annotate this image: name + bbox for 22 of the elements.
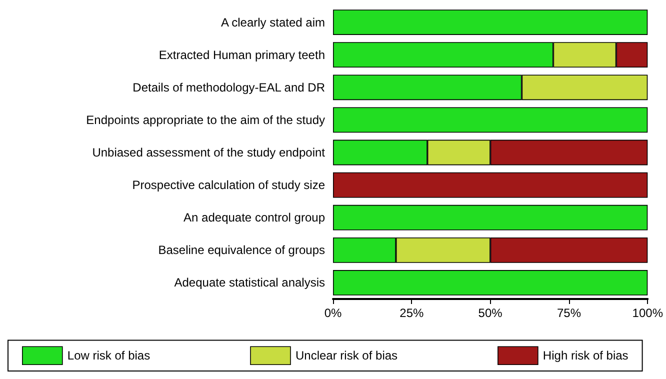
- y-tick-label: Adequate statistical analysis: [174, 276, 325, 290]
- x-tick-label: 75%: [556, 306, 582, 320]
- y-tick-label: Prospective calculation of study size: [132, 178, 326, 192]
- x-tick-label: 0%: [324, 306, 342, 320]
- y-tick-label: Details of methodology-EAL and DR: [132, 80, 326, 94]
- legend-label: High risk of bias: [542, 348, 628, 363]
- x-tick-label: 100%: [632, 306, 664, 320]
- x-tick-label: 50%: [478, 306, 503, 320]
- bar: [333, 10, 648, 35]
- y-tick-label: A clearly stated aim: [220, 15, 325, 30]
- bar: [333, 270, 648, 296]
- y-tick-label: An adequate control group: [184, 210, 326, 225]
- y-tick-label: Endpoints appropriate to the aim of the study: [86, 112, 325, 127]
- bar: [333, 204, 648, 230]
- y-tick-label: Extracted Human primary teeth: [158, 48, 325, 62]
- bar: [333, 172, 648, 198]
- x-tick-label: 25%: [400, 306, 424, 320]
- y-tick-label: Baseline equivalence of groups: [158, 243, 325, 258]
- legend-label: Low risk of bias: [67, 348, 150, 363]
- legend-label: Unclear risk of bias: [296, 348, 398, 363]
- y-tick-label: Unbiased assessment of the study endpoint: [92, 146, 326, 160]
- bar: [333, 107, 648, 133]
